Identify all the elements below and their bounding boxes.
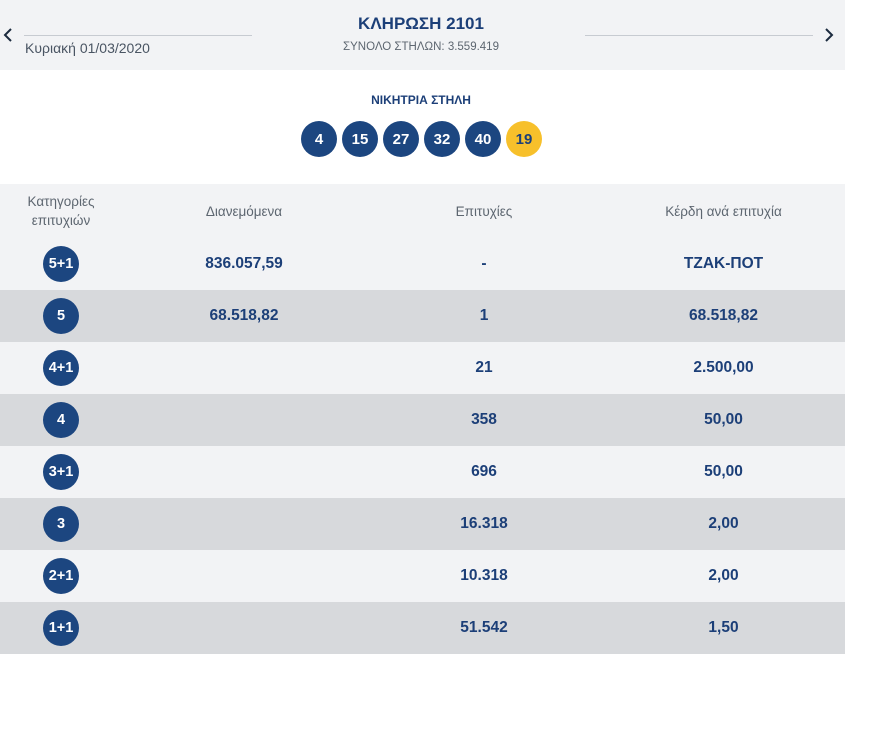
distributed-cell <box>122 550 366 602</box>
winners-cell: 51.542 <box>460 619 508 636</box>
header-prize-per-winner: Κέρδη ανά επιτυχία <box>665 203 782 219</box>
prize-cell: 68.518,82 <box>689 307 758 324</box>
category-badge: 5 <box>43 298 79 334</box>
header-categories-line2: επιτυχιών <box>31 213 91 228</box>
draw-title: ΚΛΗΡΩΣΗ 2101 <box>358 14 484 33</box>
table-row: 4 358 50,00 <box>0 394 845 446</box>
distributed-cell: 68.518,82 <box>209 307 279 324</box>
header-distributed: Διανεμόμενα <box>205 203 283 219</box>
winning-number-ball: 4 <box>301 121 337 157</box>
chevron-right-icon <box>825 28 834 42</box>
prize-cell: 2.500,00 <box>693 359 754 376</box>
category-badge: 3+1 <box>43 454 79 490</box>
prize-cell: 2,00 <box>708 567 739 584</box>
winners-cell: 358 <box>471 411 497 428</box>
distributed-cell: 836.057,59 <box>205 255 283 272</box>
previous-draw-button[interactable] <box>0 22 18 48</box>
category-badge: 5+1 <box>43 246 79 282</box>
category-badge: 4+1 <box>43 350 79 386</box>
next-draw-button[interactable] <box>819 22 839 48</box>
winning-numbers: 4 15 27 32 40 19 <box>301 121 542 157</box>
category-cell: 4+1 <box>0 342 122 394</box>
winners-cell: - <box>481 255 487 272</box>
winning-number-ball: 40 <box>465 121 501 157</box>
distributed-cell <box>122 394 366 446</box>
category-badge: 1+1 <box>43 610 79 646</box>
category-cell: 1+1 <box>0 602 122 654</box>
header-categories-line1: Κατηγορίες <box>27 194 95 209</box>
winning-number-ball: 32 <box>424 121 460 157</box>
distributed-cell <box>122 342 366 394</box>
total-columns: ΣΥΝΟΛΟ ΣΤΗΛΩΝ: 3.559.419 <box>343 41 499 53</box>
winners-cell: 696 <box>471 463 497 480</box>
prize-cell: 50,00 <box>704 411 743 428</box>
category-cell: 3+1 <box>0 446 122 498</box>
header-winners: Επιτυχίες <box>455 203 513 219</box>
prize-cell: 50,00 <box>704 463 743 480</box>
category-cell: 5+1 <box>0 238 122 290</box>
table-row: 3+1 696 50,00 <box>0 446 845 498</box>
category-cell: 3 <box>0 498 122 550</box>
winners-cell: 10.318 <box>460 567 508 584</box>
category-cell: 5 <box>0 290 122 342</box>
table-header: Κατηγορίες επιτυχιών Διανεμόμενα Επιτυχί… <box>0 184 845 238</box>
winners-cell: 21 <box>475 359 493 376</box>
chevron-left-icon <box>3 28 12 42</box>
category-badge: 4 <box>43 402 79 438</box>
category-cell: 4 <box>0 394 122 446</box>
winning-column-label: ΝΙΚΗΤΡΙΑ ΣΤΗΛΗ <box>371 93 471 107</box>
table-row: 1+1 51.542 1,50 <box>0 602 845 654</box>
winning-number-ball: 15 <box>342 121 378 157</box>
prize-cell: 2,00 <box>708 515 739 532</box>
prize-cell: 1,50 <box>708 619 739 636</box>
table-row: 5+1 836.057,59 - ΤΖΑΚ-ΠΟΤ <box>0 238 845 290</box>
header-categories: Κατηγορίες επιτυχιών <box>0 184 122 238</box>
table-row: 5 68.518,82 1 68.518,82 <box>0 290 845 342</box>
header-divider-right <box>585 35 813 36</box>
winners-cell: 1 <box>479 307 489 324</box>
winners-cell: 16.318 <box>460 515 508 532</box>
prize-cell: ΤΖΑΚ-ΠΟΤ <box>683 255 764 272</box>
distributed-cell <box>122 446 366 498</box>
header-divider-left <box>24 35 252 36</box>
draw-header: Κυριακή 01/03/2020 ΚΛΗΡΩΣΗ 2101 ΣΥΝΟΛΟ Σ… <box>0 0 845 70</box>
table-row: 2+1 10.318 2,00 <box>0 550 845 602</box>
distributed-cell <box>122 498 366 550</box>
distributed-cell <box>122 602 366 654</box>
table-row: 3 16.318 2,00 <box>0 498 845 550</box>
category-badge: 3 <box>43 506 79 542</box>
category-badge: 2+1 <box>43 558 79 594</box>
category-cell: 2+1 <box>0 550 122 602</box>
joker-number-ball: 19 <box>506 121 542 157</box>
winning-number-ball: 27 <box>383 121 419 157</box>
draw-date: Κυριακή 01/03/2020 <box>25 40 150 56</box>
table-row: 4+1 21 2.500,00 <box>0 342 845 394</box>
prize-table: Κατηγορίες επιτυχιών Διανεμόμενα Επιτυχί… <box>0 184 845 654</box>
